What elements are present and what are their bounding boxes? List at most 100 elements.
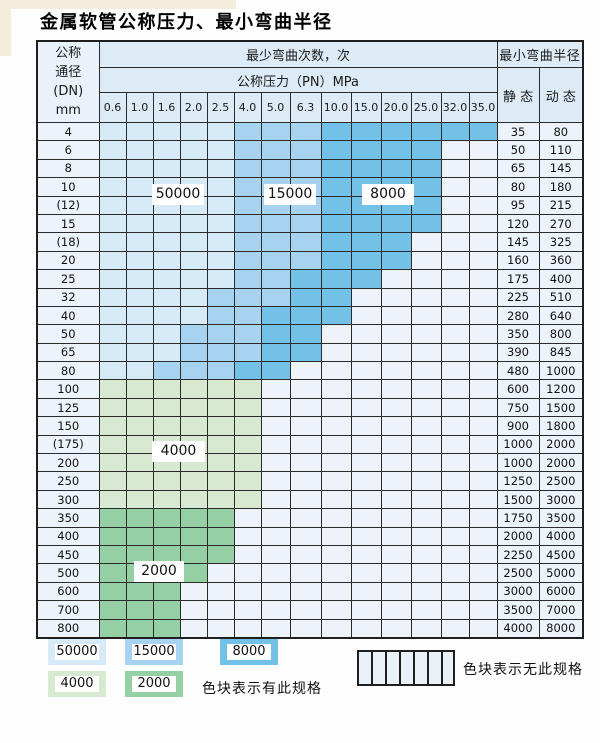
pressure-col-header: 1.6 xyxy=(152,92,181,123)
table-row: 200 1000 2000 xyxy=(36,453,584,473)
spec-cell xyxy=(206,508,235,528)
spec-cell xyxy=(125,195,154,215)
spec-cell xyxy=(98,544,127,565)
spec-cell xyxy=(350,213,382,234)
cycle-count-label: 8000 xyxy=(362,184,414,205)
dynamic-radius-cell: 1000 xyxy=(538,361,584,381)
spec-cell xyxy=(260,305,291,326)
spec-cell xyxy=(179,508,208,528)
dn-cell: 50 xyxy=(36,324,100,344)
spec-cell xyxy=(179,361,208,381)
spec-cell xyxy=(206,269,235,289)
no-spec-cell xyxy=(468,544,498,565)
no-spec-cell xyxy=(350,324,382,344)
spec-cell xyxy=(125,140,154,160)
spec-cell xyxy=(98,618,127,639)
no-spec-cell xyxy=(233,508,262,528)
no-spec-cell xyxy=(350,563,382,583)
spec-cell xyxy=(179,471,208,491)
spec-cell xyxy=(152,158,181,179)
no-spec-cell xyxy=(233,618,262,639)
spec-cell xyxy=(125,177,154,197)
no-spec-cell xyxy=(440,324,470,344)
spec-cell xyxy=(179,232,208,252)
spec-cell xyxy=(179,305,208,326)
spec-cell xyxy=(350,250,382,271)
no-spec-cell xyxy=(260,544,291,565)
no-spec-cell xyxy=(350,489,382,510)
no-spec-cell xyxy=(440,618,470,639)
spec-cell xyxy=(233,213,262,234)
spec-cell xyxy=(233,158,262,179)
cycle-count-label: 2000 xyxy=(134,561,184,582)
pressure-col-header: 20.0 xyxy=(380,92,412,123)
no-spec-cell xyxy=(440,269,470,289)
spec-cell xyxy=(233,397,262,418)
no-spec-cell xyxy=(380,397,412,418)
static-radius-cell: 3500 xyxy=(496,600,540,620)
spec-cell xyxy=(125,342,154,363)
dynamic-radius-cell: 3000 xyxy=(538,489,584,510)
no-spec-cell xyxy=(233,563,262,583)
spec-cell xyxy=(125,287,154,307)
no-spec-cell xyxy=(320,379,352,399)
static-radius-cell: 145 xyxy=(496,232,540,252)
dn-cell: 15 xyxy=(36,213,100,234)
spec-cell xyxy=(260,121,291,142)
no-spec-cell xyxy=(468,526,498,546)
no-spec-cell xyxy=(380,600,412,620)
spec-cell xyxy=(289,342,322,363)
no-spec-cell xyxy=(260,618,291,639)
dynamic-radius-cell: 4000 xyxy=(538,526,584,546)
legend-chip-label: 50000 xyxy=(55,644,99,660)
dynamic-radius-cell: 360 xyxy=(538,250,584,271)
spec-cell xyxy=(125,213,154,234)
no-spec-cell xyxy=(350,526,382,546)
no-spec-cell xyxy=(289,563,322,583)
bend-cycles-header: 最少弯曲次数，次 xyxy=(98,40,498,68)
table-row: 250 1250 2500 xyxy=(36,471,584,491)
no-spec-cell xyxy=(380,471,412,491)
no-spec-cell xyxy=(440,232,470,252)
spec-cell xyxy=(98,342,127,363)
spec-cell xyxy=(125,600,154,620)
no-spec-cell xyxy=(289,379,322,399)
no-spec-cell xyxy=(320,342,352,363)
spec-cell xyxy=(98,526,127,546)
no-spec-cell xyxy=(468,581,498,602)
legend-chip-4000: 4000 xyxy=(48,671,106,697)
no-spec-cell xyxy=(350,342,382,363)
spec-cell xyxy=(233,305,262,326)
spec-cell xyxy=(125,158,154,179)
spec-cell xyxy=(179,416,208,436)
dynamic-radius-cell: 6000 xyxy=(538,581,584,602)
no-spec-cell xyxy=(410,489,442,510)
no-spec-cell xyxy=(468,213,498,234)
dn-cell: 450 xyxy=(36,544,100,565)
no-spec-cell xyxy=(440,250,470,271)
static-column-header: 静 态 xyxy=(496,67,540,123)
spec-cell xyxy=(206,177,235,197)
spec-cell xyxy=(98,195,127,215)
spec-cell xyxy=(206,453,235,473)
dn-cell: 700 xyxy=(36,600,100,620)
spec-cell xyxy=(206,121,235,142)
spec-cell xyxy=(152,305,181,326)
page-title: 金属软管公称压力、最小弯曲半径 xyxy=(40,12,333,33)
spec-cell xyxy=(260,324,291,344)
dn-cell: 100 xyxy=(36,379,100,399)
no-spec-cell xyxy=(320,618,352,639)
spec-cell xyxy=(350,140,382,160)
spec-table: 公称 通径 (DN) mm 最少弯曲次数，次 最小弯曲半径 公称压力（PN）MP… xyxy=(36,40,585,639)
no-spec-cell xyxy=(440,140,470,160)
spec-cell xyxy=(179,379,208,399)
no-spec-cell xyxy=(289,361,322,381)
spec-cell xyxy=(98,581,127,602)
dn-cell: 80 xyxy=(36,361,100,381)
static-radius-cell: 1000 xyxy=(496,453,540,473)
no-spec-cell xyxy=(289,600,322,620)
spec-cell xyxy=(125,305,154,326)
table-row: 800 4000 8000 xyxy=(36,618,584,639)
dn-cell: 800 xyxy=(36,618,100,639)
spec-cell xyxy=(179,250,208,271)
